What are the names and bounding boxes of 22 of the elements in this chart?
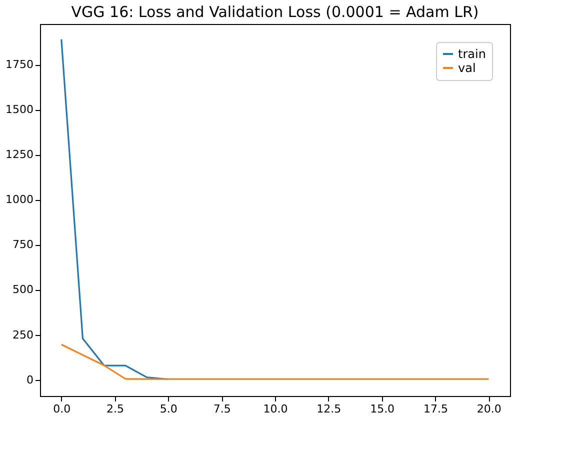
y-tick-label: 500 [12,283,34,296]
legend-label: train [458,47,486,61]
y-tick-label: 1500 [6,103,34,116]
x-tick-label: 20.0 [476,402,502,416]
x-tick-label: 7.5 [213,402,231,416]
x-tick-label: 15.0 [370,402,395,416]
chart-title: VGG 16: Loss and Validation Loss (0.0001 = Adam LR) [71,3,479,21]
x-tick-label: 0.0 [53,402,71,416]
y-tick-label: 0 [26,373,34,386]
x-tick-label: 2.5 [106,402,124,416]
line-series [60,38,169,380]
x-tick-label: 12.5 [316,402,342,416]
y-tick-label: 1000 [6,193,34,206]
x-tick-label: 5.0 [160,402,178,416]
y-tick-label: 250 [12,328,34,342]
x-tick-label: 10.0 [263,402,288,416]
y-tick-label: 1750 [6,58,34,72]
legend-label: val [458,61,476,75]
y-tick-label: 750 [12,238,34,252]
x-tick-label: 17.5 [423,402,448,416]
line-series [60,344,490,380]
y-tick-label: 1250 [6,148,34,162]
